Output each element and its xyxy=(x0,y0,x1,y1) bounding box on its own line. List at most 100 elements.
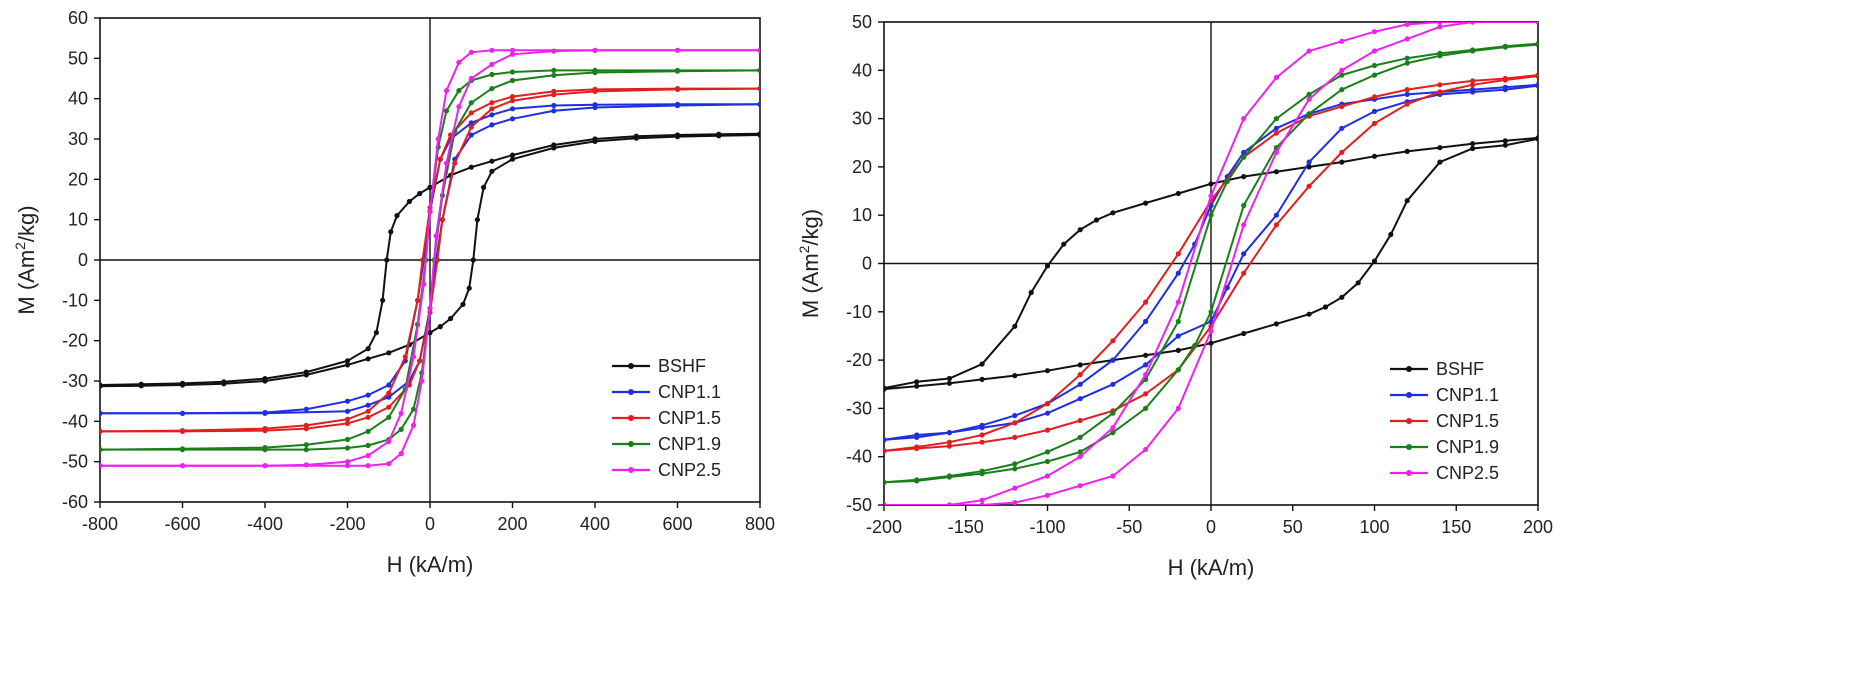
data-point xyxy=(1273,222,1279,228)
data-point xyxy=(757,132,760,138)
data-point xyxy=(421,281,427,287)
legend-label: CNP1.9 xyxy=(658,434,721,454)
legend-label: CNP1.9 xyxy=(1436,437,1499,457)
data-point xyxy=(456,104,462,110)
data-point xyxy=(1143,372,1149,378)
data-point xyxy=(1175,251,1181,257)
y-tick-label: -30 xyxy=(62,371,88,391)
y-tick-label: -10 xyxy=(846,302,872,322)
data-point xyxy=(489,158,495,164)
data-point xyxy=(410,406,417,412)
y-tick-label: 40 xyxy=(68,89,88,109)
data-point xyxy=(1306,96,1312,102)
data-point xyxy=(1306,159,1312,165)
data-point xyxy=(481,184,487,190)
data-point xyxy=(509,156,516,162)
y-tick-label: -20 xyxy=(846,350,872,370)
data-point xyxy=(1371,120,1378,126)
data-point xyxy=(1470,89,1476,95)
legend-swatch-marker xyxy=(628,441,634,447)
data-point xyxy=(419,378,425,384)
data-point xyxy=(1143,318,1149,325)
legend-label: BSHF xyxy=(1436,359,1484,379)
series-line-lower xyxy=(884,43,1538,484)
data-point xyxy=(1339,294,1345,300)
data-point xyxy=(1339,103,1345,110)
data-point xyxy=(1437,159,1443,165)
y-axis-label-main: M (Am xyxy=(14,250,39,315)
data-point xyxy=(1241,116,1247,122)
data-point xyxy=(344,398,351,404)
data-point xyxy=(1437,145,1443,151)
data-point xyxy=(179,410,186,416)
data-point xyxy=(674,134,681,140)
data-point xyxy=(1535,42,1538,48)
legend-entry-CNP2.5: CNP2.5 xyxy=(1390,463,1499,483)
data-point xyxy=(262,428,268,434)
data-point xyxy=(674,68,681,74)
data-point xyxy=(1502,87,1508,93)
data-point xyxy=(914,432,920,438)
y-axis-label: M (Am2/kg) xyxy=(796,209,823,318)
data-point xyxy=(979,502,985,505)
data-point xyxy=(489,86,495,92)
data-point xyxy=(946,439,953,445)
data-point xyxy=(509,77,516,84)
data-point xyxy=(979,376,985,382)
y-tick-label: -10 xyxy=(62,290,88,310)
data-point xyxy=(365,442,371,449)
data-point xyxy=(1110,430,1116,436)
data-point xyxy=(509,98,516,104)
y-axis-label: M (Am2/kg) xyxy=(12,205,39,314)
data-point xyxy=(179,463,186,469)
data-point xyxy=(344,420,351,426)
data-point xyxy=(398,426,404,432)
series-line-upper xyxy=(100,49,760,467)
legend-entry-CNP2.5: CNP2.5 xyxy=(612,460,721,480)
data-point xyxy=(1339,67,1345,73)
data-point xyxy=(1241,330,1247,337)
x-tick-label: -400 xyxy=(247,514,283,534)
data-point xyxy=(1437,89,1443,95)
data-point xyxy=(1339,38,1345,44)
data-point xyxy=(1143,391,1149,397)
data-point xyxy=(394,213,400,219)
data-point xyxy=(460,301,466,307)
y-tick-label: 20 xyxy=(852,157,872,177)
hysteresis-chart-zoomed: -200 -150 -100 -50 0 50 100 150 200-50-40-30-20-… xyxy=(796,12,1553,580)
data-point xyxy=(1339,125,1345,131)
y-tick-label: -60 xyxy=(62,492,88,512)
data-point xyxy=(365,463,371,469)
data-point xyxy=(1306,111,1312,117)
data-point xyxy=(443,88,450,94)
data-point xyxy=(1322,304,1329,310)
data-point xyxy=(468,132,474,138)
series-line-upper xyxy=(100,132,760,386)
data-point xyxy=(344,463,351,469)
y-tick-label: 30 xyxy=(68,129,88,149)
data-point xyxy=(1143,446,1149,453)
legend-swatch-marker xyxy=(628,415,634,421)
data-point xyxy=(1044,401,1051,407)
data-point xyxy=(410,422,417,428)
data-point xyxy=(1110,357,1116,363)
legend-swatch-marker xyxy=(1406,366,1412,372)
data-point xyxy=(1241,149,1247,155)
x-tick-label: 150 xyxy=(1441,517,1471,537)
data-point xyxy=(489,71,495,78)
data-point xyxy=(398,451,404,457)
data-point xyxy=(509,152,516,158)
series-CNP2.5 xyxy=(884,22,1538,505)
legend-entry-CNP1.5: CNP1.5 xyxy=(612,408,721,428)
data-point xyxy=(1535,136,1538,142)
x-tick-label: 600 xyxy=(662,514,692,534)
data-point xyxy=(489,47,495,53)
legend-swatch-marker xyxy=(1406,418,1412,424)
data-point xyxy=(1404,22,1410,27)
data-point xyxy=(1306,91,1312,97)
x-tick-label: 0 xyxy=(425,514,435,534)
legend-entry-BSHF: BSHF xyxy=(1390,359,1484,379)
series-line-upper xyxy=(100,87,760,433)
data-point xyxy=(468,124,474,130)
data-point xyxy=(179,428,186,434)
